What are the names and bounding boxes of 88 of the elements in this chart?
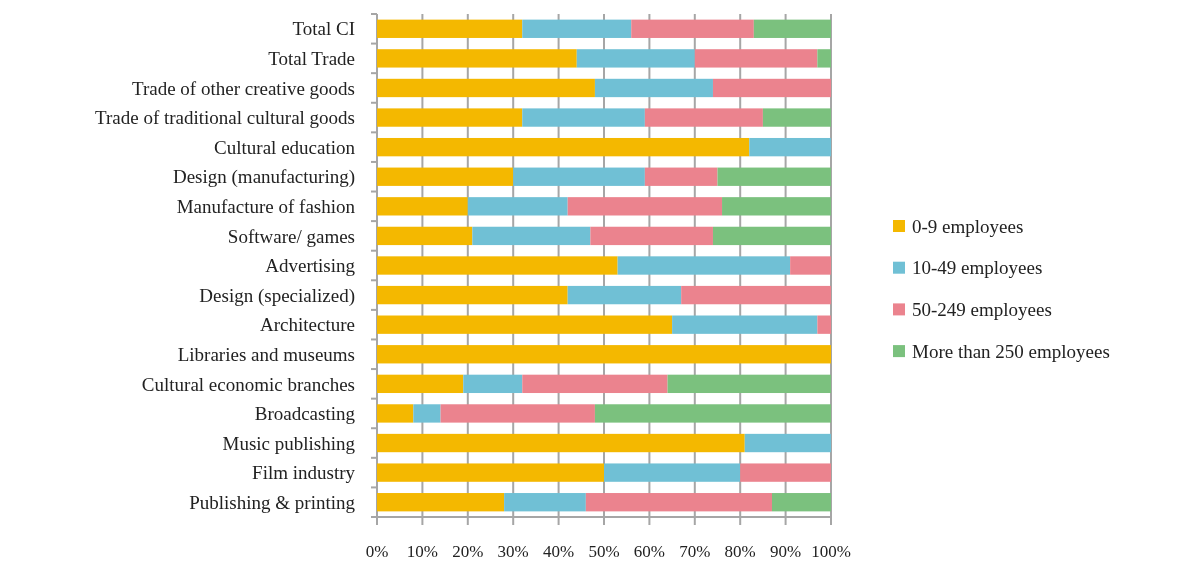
- y-tick-label: Software/ games: [227, 225, 355, 247]
- y-tick-label: Cultural education: [214, 136, 356, 158]
- bar: [585, 493, 772, 512]
- bar: [522, 108, 645, 127]
- y-tick-label: Architecture: [260, 314, 355, 336]
- y-tick-label: Design (specialized): [199, 284, 355, 307]
- bar: [717, 167, 831, 186]
- bar: [790, 256, 831, 275]
- bar: [440, 404, 595, 423]
- bar: [377, 493, 505, 512]
- x-tick-label: 60%: [633, 542, 665, 561]
- y-tick-label: Cultural economic branches: [141, 373, 355, 395]
- bar: [472, 226, 591, 246]
- bar: [744, 433, 831, 453]
- legend-label: 50-249 employees: [912, 299, 1052, 321]
- y-tick-label: Publishing & printing: [189, 491, 356, 513]
- bar: [594, 404, 831, 423]
- bar: [467, 197, 568, 216]
- y-tick-label: Trade of other creative goods: [131, 77, 355, 99]
- x-tick-label: 20%: [452, 542, 484, 561]
- y-tick-label: Trade of traditional cultural goods: [95, 107, 355, 129]
- bar: [377, 19, 523, 38]
- bar: [377, 285, 568, 305]
- bar: [771, 493, 831, 512]
- legend-label: More than 250 employees: [912, 340, 1110, 362]
- y-tick-label: Libraries and museums: [177, 343, 355, 365]
- bar: [617, 256, 791, 275]
- bar: [817, 315, 831, 334]
- bar: [667, 374, 831, 394]
- bar: [576, 49, 695, 68]
- x-tick-label: 50%: [588, 542, 620, 561]
- x-tick-label: 0%: [365, 542, 389, 561]
- bar: [753, 19, 831, 38]
- y-tick-label: Design (manufacturing): [172, 166, 355, 189]
- y-tick-label: Total CI: [292, 18, 355, 40]
- bar: [749, 137, 831, 157]
- bar: [522, 19, 632, 38]
- y-tick-label: Film industry: [252, 462, 356, 484]
- bar: [567, 197, 723, 216]
- x-tick-label: 80%: [724, 542, 756, 561]
- bar: [722, 197, 831, 216]
- bar: [712, 226, 831, 246]
- x-tick-label: 10%: [406, 542, 438, 561]
- bar: [377, 315, 673, 334]
- y-tick-label: Music publishing: [222, 432, 356, 454]
- bar: [377, 404, 414, 423]
- bar: [604, 463, 741, 482]
- bar: [740, 463, 831, 482]
- bar: [377, 226, 473, 246]
- x-tick-label: 30%: [497, 542, 529, 561]
- y-tick-label: Total Trade: [268, 48, 355, 70]
- bar: [672, 315, 818, 334]
- bar: [762, 108, 831, 127]
- bar: [377, 463, 604, 482]
- y-tick-label: Broadcasting: [254, 403, 356, 425]
- bar: [377, 167, 514, 186]
- bar: [817, 49, 831, 68]
- y-tick-label: Advertising: [265, 255, 356, 277]
- bar: [644, 108, 763, 127]
- bar: [712, 78, 831, 98]
- bar: [590, 226, 713, 246]
- bar: [631, 19, 754, 38]
- bar: [377, 256, 618, 275]
- bar: [513, 167, 645, 186]
- bar: [377, 137, 750, 157]
- bar: [681, 285, 831, 305]
- x-tick-label: 100%: [811, 542, 851, 561]
- bar: [377, 108, 523, 127]
- bar: [377, 78, 595, 98]
- bar: [567, 285, 682, 305]
- x-tick-label: 90%: [770, 542, 802, 561]
- bar: [644, 167, 718, 186]
- y-tick-label: Manufacture of fashion: [176, 195, 356, 217]
- legend-label: 0-9 employees: [912, 215, 1024, 237]
- x-tick-label: 70%: [679, 542, 711, 561]
- bar: [377, 49, 577, 68]
- bar: [694, 49, 818, 68]
- bar: [504, 493, 586, 512]
- bar: [522, 374, 668, 394]
- bar: [377, 374, 464, 394]
- bar: [594, 78, 713, 98]
- bar: [377, 197, 468, 216]
- legend-label: 10-49 employees: [912, 257, 1043, 279]
- bar: [377, 433, 745, 453]
- bar: [377, 345, 831, 364]
- bar: [463, 374, 523, 394]
- bar: [413, 404, 441, 423]
- x-tick-label: 40%: [543, 542, 575, 561]
